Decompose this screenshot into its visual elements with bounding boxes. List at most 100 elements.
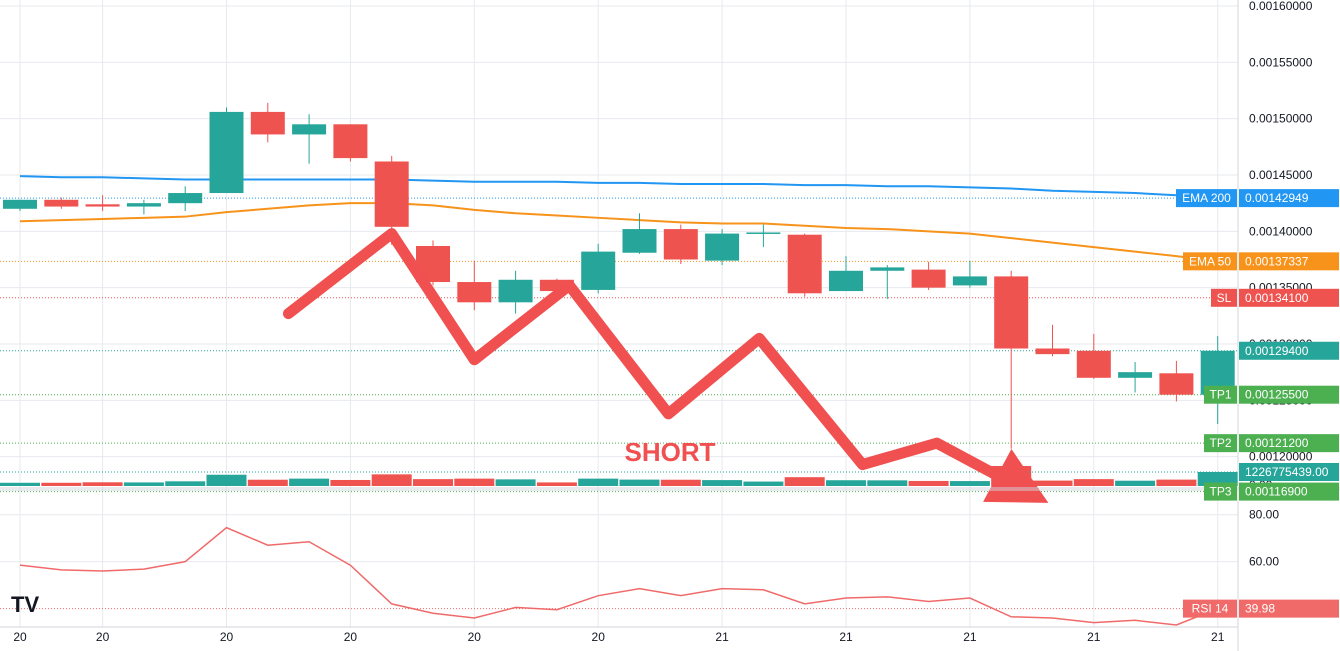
volume-bar xyxy=(1073,479,1114,486)
candle-body[interactable] xyxy=(870,267,905,271)
svg-text:TV: TV xyxy=(11,592,39,617)
candle-body[interactable] xyxy=(787,234,822,294)
volume-bar xyxy=(867,480,908,486)
volume-bar xyxy=(619,479,660,486)
price-tick-label: 0.00150000 xyxy=(1249,112,1313,126)
rsi-line xyxy=(19,526,1218,626)
sl-value: 0.00134100 xyxy=(1245,291,1309,305)
candle-body[interactable] xyxy=(1035,348,1070,355)
candle-body[interactable] xyxy=(1159,373,1194,395)
ema-lines xyxy=(19,175,1218,263)
candle-body[interactable] xyxy=(457,282,492,303)
volume-bar xyxy=(1115,480,1156,486)
volume-bar xyxy=(82,482,123,486)
price-tick-label: 0.00160000 xyxy=(1249,0,1313,13)
volume-bar xyxy=(206,474,247,486)
volume-bar xyxy=(578,478,619,486)
volume-value-tag xyxy=(1239,463,1339,481)
tp2-name: TP2 xyxy=(1209,436,1231,450)
price-tick-label: 0.00140000 xyxy=(1249,224,1313,238)
candle-body[interactable] xyxy=(539,279,574,292)
volume-bar xyxy=(1032,480,1073,486)
rsi-value: 39.98 xyxy=(1245,602,1275,616)
rsi-name: RSI 14 xyxy=(1192,602,1229,616)
rsi-name-tag xyxy=(1183,599,1237,618)
candle-body[interactable] xyxy=(911,269,946,288)
time-tick-label: 21 xyxy=(1087,630,1101,644)
sl-name: SL xyxy=(1217,291,1232,305)
volume-bar xyxy=(41,482,82,486)
time-tick-label: 20 xyxy=(592,630,606,644)
volume-bar xyxy=(1197,472,1238,486)
candle-body[interactable] xyxy=(292,124,327,135)
candle-body[interactable] xyxy=(746,232,781,234)
time-tick-label: 21 xyxy=(963,630,977,644)
candle-body[interactable] xyxy=(581,251,616,290)
ema-200-name: EMA 200 xyxy=(1182,191,1231,205)
candle-body[interactable] xyxy=(994,276,1029,349)
volume-bar xyxy=(908,480,949,486)
candle-body[interactable] xyxy=(952,276,987,286)
volume-bar xyxy=(123,482,164,486)
rsi-tick-label: 60.00 xyxy=(1249,555,1279,569)
volume-bar xyxy=(247,479,288,486)
candlesticks[interactable] xyxy=(3,102,1235,449)
tp2-value-tag xyxy=(1239,434,1339,453)
volume-bar xyxy=(454,478,495,486)
candle-body[interactable] xyxy=(1076,350,1111,378)
short-arrow-head-icon xyxy=(983,449,1049,503)
price-tick-label: 0.00120000 xyxy=(1249,450,1313,464)
rsi-value-tag xyxy=(1239,599,1339,618)
candle-body[interactable] xyxy=(250,111,285,135)
candle-body[interactable] xyxy=(498,279,533,303)
candle-body[interactable] xyxy=(663,229,698,260)
candle-body[interactable] xyxy=(168,193,203,204)
candle-body[interactable] xyxy=(829,270,863,292)
ema50-line xyxy=(19,202,1218,263)
candle-body[interactable] xyxy=(374,161,409,227)
candle-body[interactable] xyxy=(209,111,244,194)
time-axis[interactable]: 20 20 20 20 20 20 21 21 21 21 21 xyxy=(13,630,1224,644)
volume-bar xyxy=(702,480,743,486)
candle-body[interactable] xyxy=(3,199,37,209)
candle-body[interactable] xyxy=(1118,372,1153,378)
tp1-name-tag xyxy=(1204,385,1237,404)
volume-bar xyxy=(784,477,825,486)
tp3-value: 0.00116900 xyxy=(1245,485,1308,499)
short-label: SHORT xyxy=(625,437,716,467)
short-arrow-line xyxy=(282,228,1016,488)
volume-bar xyxy=(495,479,536,486)
volume-bar xyxy=(289,478,330,486)
volume-bar xyxy=(660,479,701,486)
candle-body[interactable] xyxy=(126,203,161,207)
ema-200-name-tag xyxy=(1176,189,1237,208)
volume-bar xyxy=(536,482,577,486)
candle-body[interactable] xyxy=(622,229,657,253)
ema-200-value-tag xyxy=(1239,189,1339,208)
volume-bar xyxy=(743,481,784,486)
tp3-value-tag xyxy=(1239,482,1339,501)
candle-body[interactable] xyxy=(44,199,79,207)
volume-bar xyxy=(949,481,990,486)
axis-tags: EMA 200 0.00142949 EMA 50 0.00137337 SL 0.001… xyxy=(1176,189,1339,618)
price-tick-label: 0.00145000 xyxy=(1249,168,1313,182)
time-tick-label: 20 xyxy=(96,630,110,644)
candle-body[interactable] xyxy=(85,204,120,207)
time-tick-label: 20 xyxy=(220,630,234,644)
time-tick-label: 21 xyxy=(839,630,853,644)
time-tick-label: 20 xyxy=(468,630,482,644)
tradingview-logo-icon[interactable]: TV xyxy=(11,592,39,617)
ema-50-value-tag xyxy=(1239,252,1339,271)
tp1-name: TP1 xyxy=(1209,388,1231,402)
time-tick-label: 21 xyxy=(1211,630,1225,644)
tp1-value: 0.00125500 xyxy=(1245,388,1309,402)
time-tick-label: 21 xyxy=(715,630,729,644)
volume-bar xyxy=(371,474,412,486)
ema-50-name: EMA 50 xyxy=(1189,254,1231,268)
sl-value-tag xyxy=(1239,288,1339,307)
price-tick-label: 0.00155000 xyxy=(1249,55,1313,69)
candle-body[interactable] xyxy=(333,124,368,159)
candle-body[interactable] xyxy=(705,233,740,261)
